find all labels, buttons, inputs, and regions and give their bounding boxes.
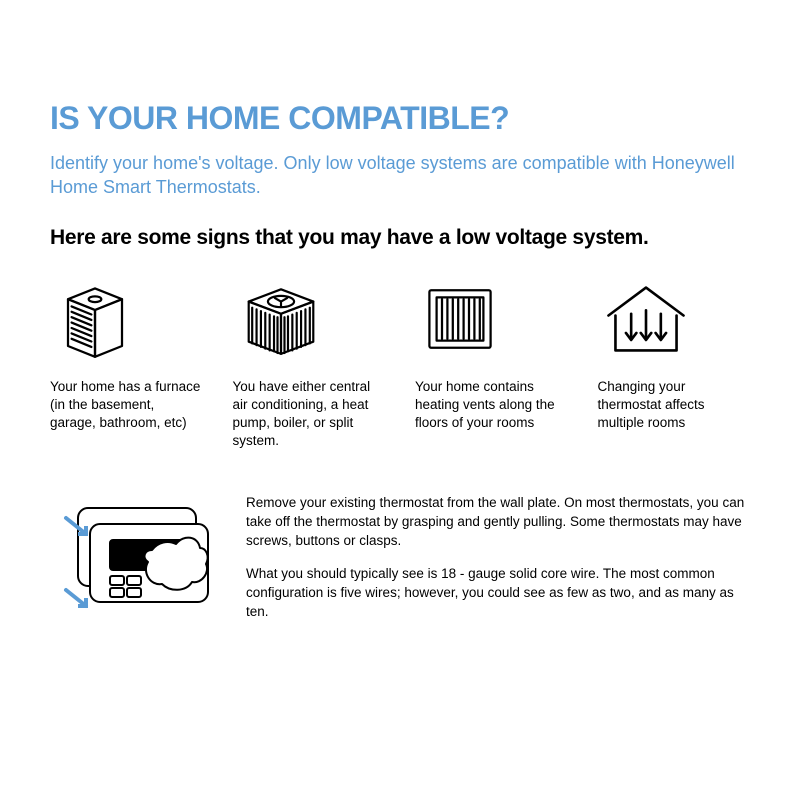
vent-icon bbox=[415, 274, 505, 364]
sign-caption: Your home has a furnace (in the basement… bbox=[50, 378, 203, 433]
bottom-section: Remove your existing thermostat from the… bbox=[50, 494, 750, 635]
page-title: IS YOUR HOME COMPATIBLE? bbox=[50, 100, 750, 137]
sign-vent: Your home contains heating vents along t… bbox=[415, 274, 568, 451]
bottom-paragraph-1: Remove your existing thermostat from the… bbox=[246, 494, 750, 551]
sign-ac-unit: You have either central air conditioning… bbox=[233, 274, 386, 451]
sign-caption: You have either central air conditioning… bbox=[233, 378, 386, 451]
bottom-text: Remove your existing thermostat from the… bbox=[246, 494, 750, 635]
subtitle: Identify your home's voltage. Only low v… bbox=[50, 151, 750, 200]
ac-unit-icon bbox=[233, 274, 329, 364]
signs-grid: Your home has a furnace (in the basement… bbox=[50, 274, 750, 451]
sign-caption: Changing your thermostat affects multipl… bbox=[598, 378, 751, 433]
sign-caption: Your home contains heating vents along t… bbox=[415, 378, 568, 433]
sign-house: Changing your thermostat affects multipl… bbox=[598, 274, 751, 451]
furnace-icon bbox=[50, 274, 140, 364]
house-airflow-icon bbox=[598, 274, 694, 364]
section-heading: Here are some signs that you may have a … bbox=[50, 226, 750, 250]
remove-thermostat-icon bbox=[50, 494, 220, 619]
sign-furnace: Your home has a furnace (in the basement… bbox=[50, 274, 203, 451]
bottom-paragraph-2: What you should typically see is 18 - ga… bbox=[246, 565, 750, 622]
